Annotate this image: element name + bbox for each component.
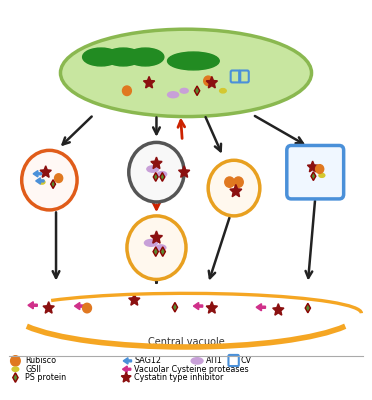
Ellipse shape xyxy=(83,48,119,66)
Circle shape xyxy=(83,303,92,313)
Text: PS protein: PS protein xyxy=(25,373,67,382)
Ellipse shape xyxy=(61,29,311,116)
Polygon shape xyxy=(206,302,218,313)
Circle shape xyxy=(129,142,184,202)
Polygon shape xyxy=(153,172,158,181)
Circle shape xyxy=(127,216,186,280)
Text: ATI1: ATI1 xyxy=(147,192,166,200)
Text: CCV: CCV xyxy=(306,189,324,198)
Polygon shape xyxy=(40,166,51,177)
Ellipse shape xyxy=(219,88,226,93)
Polygon shape xyxy=(195,86,200,96)
Polygon shape xyxy=(160,247,166,256)
Polygon shape xyxy=(172,302,177,312)
FancyBboxPatch shape xyxy=(287,146,344,199)
Ellipse shape xyxy=(144,240,157,246)
Circle shape xyxy=(55,174,62,182)
Text: ATI1: ATI1 xyxy=(206,356,223,365)
Polygon shape xyxy=(179,166,190,177)
Polygon shape xyxy=(33,171,41,177)
Polygon shape xyxy=(129,294,140,305)
Polygon shape xyxy=(151,157,162,168)
Polygon shape xyxy=(151,231,163,243)
Text: SAG12: SAG12 xyxy=(134,356,161,365)
Polygon shape xyxy=(144,76,155,88)
Polygon shape xyxy=(28,302,37,309)
Polygon shape xyxy=(307,161,318,172)
Polygon shape xyxy=(153,247,158,256)
Polygon shape xyxy=(305,303,311,313)
Ellipse shape xyxy=(180,88,188,93)
Ellipse shape xyxy=(147,166,159,172)
Text: Central vacuole: Central vacuole xyxy=(148,337,224,347)
Polygon shape xyxy=(273,304,284,315)
Polygon shape xyxy=(206,76,218,88)
Polygon shape xyxy=(123,358,132,364)
Polygon shape xyxy=(13,373,18,382)
Ellipse shape xyxy=(105,48,142,66)
Ellipse shape xyxy=(167,92,179,98)
Circle shape xyxy=(204,76,212,86)
Circle shape xyxy=(315,165,324,173)
Circle shape xyxy=(225,177,234,187)
Polygon shape xyxy=(36,178,44,184)
Polygon shape xyxy=(74,302,84,310)
Ellipse shape xyxy=(12,367,19,372)
Polygon shape xyxy=(43,302,54,313)
Polygon shape xyxy=(193,302,203,310)
Polygon shape xyxy=(230,184,242,197)
Text: ATI1: ATI1 xyxy=(147,268,166,277)
Text: CV: CV xyxy=(241,356,252,365)
Polygon shape xyxy=(51,180,55,188)
Text: Vacuolar Cysteine proteases: Vacuolar Cysteine proteases xyxy=(134,365,249,374)
Circle shape xyxy=(11,356,20,366)
Circle shape xyxy=(22,150,77,210)
Text: Cystatin type inhibitor: Cystatin type inhibitor xyxy=(134,373,224,382)
Ellipse shape xyxy=(156,245,166,250)
Text: Rubisco: Rubisco xyxy=(25,356,57,365)
Polygon shape xyxy=(122,366,131,372)
Ellipse shape xyxy=(191,358,203,364)
Text: SAV: SAV xyxy=(41,200,58,208)
Circle shape xyxy=(234,177,243,187)
Circle shape xyxy=(122,86,131,96)
Text: GSII: GSII xyxy=(25,365,41,374)
Ellipse shape xyxy=(319,173,325,177)
Text: RCB: RCB xyxy=(225,206,243,215)
Polygon shape xyxy=(311,172,316,180)
Ellipse shape xyxy=(127,48,164,66)
Polygon shape xyxy=(256,304,266,311)
Ellipse shape xyxy=(39,180,45,184)
Ellipse shape xyxy=(167,52,219,70)
Polygon shape xyxy=(121,372,131,382)
Ellipse shape xyxy=(157,172,167,177)
Circle shape xyxy=(208,160,260,216)
Polygon shape xyxy=(160,172,165,181)
